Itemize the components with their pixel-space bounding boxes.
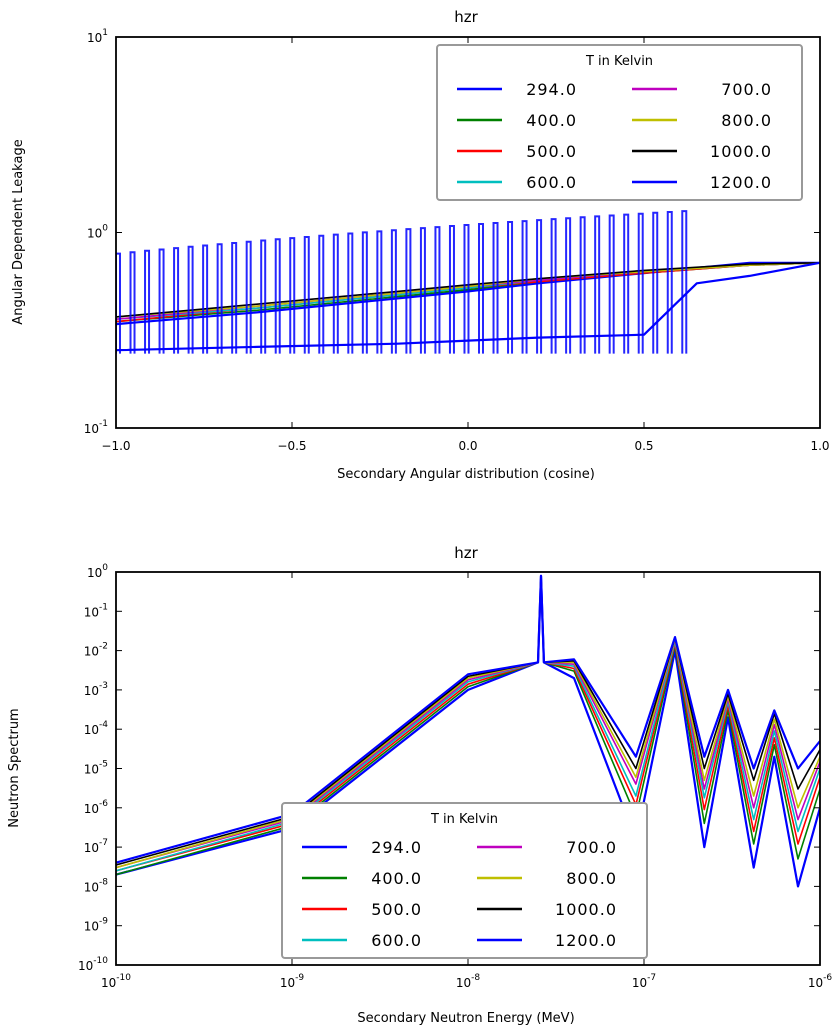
series-1200.0: [116, 574, 820, 864]
x-tick-label: −0.5: [277, 439, 306, 453]
legend: T in Kelvin 294.0 400.0 500.0 600.0 700.0 800.…: [281, 802, 648, 959]
legend-label-1000.0: 1000.0: [710, 142, 772, 161]
x-tick-label: 0.5: [634, 439, 653, 453]
legend-label-700.0: 700.0: [566, 838, 617, 857]
legend-label-800.0: 800.0: [721, 111, 772, 130]
series-1000.0: [116, 575, 820, 866]
x-tick-label: 10-6: [808, 973, 833, 990]
y-axis-title: Angular Dependent Leakage: [11, 139, 26, 324]
legend-label-700.0: 700.0: [721, 80, 772, 99]
y-tick-label: 101: [87, 28, 108, 45]
x-tick-label: 10-7: [632, 973, 656, 990]
x-tick-label: −1.0: [101, 439, 130, 453]
y-axis-title: Neutron Spectrum: [7, 708, 22, 827]
chart-2: hzr 10-10 10-9 10-8 10-7 10-6 100 10-1 10-2 10-3 1…: [7, 544, 832, 1026]
chart-title: hzr: [454, 544, 478, 562]
legend-label-500.0: 500.0: [371, 900, 422, 919]
series-line-1200.0: [116, 574, 820, 864]
x-tick-label: 1.0: [810, 439, 829, 453]
legend-label-500.0: 500.0: [526, 142, 577, 161]
chart-title: hzr: [454, 8, 478, 26]
legend-box: [281, 802, 648, 959]
y-tick-label: 10-5: [84, 760, 108, 777]
series-line-1200.0-oscillation: [116, 210, 688, 354]
x-tick-label: 10-8: [456, 973, 481, 990]
x-axis-title: Secondary Neutron Energy (MeV): [357, 1011, 574, 1026]
series-600.0: [116, 575, 820, 872]
x-tick-label: 0.0: [458, 439, 477, 453]
series-1200.0: [116, 210, 820, 354]
series-line-700.0: [116, 575, 820, 869]
legend-label-1200.0: 1200.0: [710, 173, 772, 192]
x-tick-label: 10-10: [101, 973, 131, 990]
y-tick-label: 10-1: [84, 419, 108, 436]
legend-label-600.0: 600.0: [371, 931, 422, 950]
y-tick-label: 10-9: [84, 917, 109, 934]
x-tick-label: 10-9: [280, 973, 305, 990]
series-line-800.0: [116, 575, 820, 869]
legend-label-1200.0: 1200.0: [555, 931, 617, 950]
legend-label-294.0: 294.0: [371, 838, 422, 857]
legend-label-800.0: 800.0: [566, 869, 617, 888]
legend-label-400.0: 400.0: [371, 869, 422, 888]
y-tick-label: 100: [87, 563, 108, 580]
chart-1: hzr −1.0 −0.5 0.0 0.5 1.0 10-1 100 101 Secondary …: [11, 8, 830, 482]
series-line-1200.0: [116, 261, 820, 352]
y-tick-label: 100: [87, 224, 108, 241]
legend-box: [436, 44, 803, 201]
legend-title: T in Kelvin: [430, 812, 498, 827]
series-700.0: [116, 575, 820, 869]
y-tick-label: 10-10: [78, 956, 108, 973]
series-line-600.0: [116, 575, 820, 872]
legend-label-400.0: 400.0: [526, 111, 577, 130]
plot-area: [116, 210, 820, 354]
y-tick-label: 10-6: [84, 799, 109, 816]
y-tick-label: 10-4: [84, 720, 109, 737]
y-tick-label: 10-1: [84, 602, 108, 619]
legend-title: T in Kelvin: [585, 54, 653, 69]
y-tick-label: 10-8: [84, 877, 109, 894]
legend: T in Kelvin 294.0 400.0 500.0 600.0 700.0 800.…: [436, 44, 803, 201]
y-tick-label: 10-7: [84, 838, 108, 855]
y-tick-label: 10-2: [84, 642, 108, 659]
y-tick-label: 10-3: [84, 681, 108, 698]
x-axis-title: Secondary Angular distribution (cosine): [337, 467, 595, 482]
legend-label-600.0: 600.0: [526, 173, 577, 192]
legend-label-294.0: 294.0: [526, 80, 577, 99]
legend-label-1000.0: 1000.0: [555, 900, 617, 919]
series-line-1000.0: [116, 575, 820, 866]
series-800.0: [116, 575, 820, 869]
